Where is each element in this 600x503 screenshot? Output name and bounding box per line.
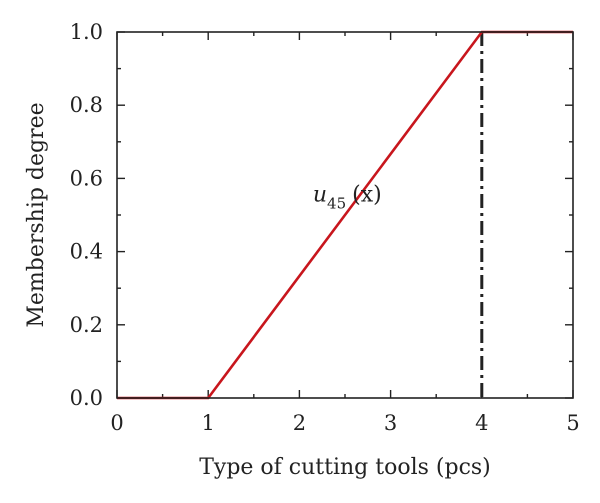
x-tick-label: 1: [202, 411, 215, 435]
x-tick-label: 0: [110, 411, 123, 435]
series-annotation: u45 (x): [313, 183, 382, 213]
y-tick-label: 0.0: [70, 386, 103, 410]
series-line: [117, 30, 573, 400]
tick-labels-layer: 0 1 2 3 4 50.00.20.40.60.81.0: [70, 20, 580, 435]
y-axis-label: Membership degree: [24, 102, 49, 327]
annotation-base: u: [313, 183, 327, 208]
x-tick-label: 3: [384, 411, 397, 435]
x-tick-label: 5: [566, 411, 579, 435]
x-tick-label: 4: [475, 411, 488, 435]
annotation-subscript: 45: [327, 195, 346, 213]
y-tick-label: 0.2: [70, 313, 103, 337]
y-tick-label: 0.4: [70, 240, 103, 264]
annotation-argument: (x): [352, 183, 382, 208]
x-tick-label: 2: [293, 411, 306, 435]
x-axis-label: Type of cutting tools (pcs): [199, 455, 491, 480]
series-layer: [117, 30, 573, 400]
y-tick-label: 0.8: [70, 93, 103, 117]
y-tick-label: 0.6: [70, 166, 103, 190]
y-tick-label: 1.0: [70, 20, 103, 44]
plot-frame: [116, 31, 574, 399]
